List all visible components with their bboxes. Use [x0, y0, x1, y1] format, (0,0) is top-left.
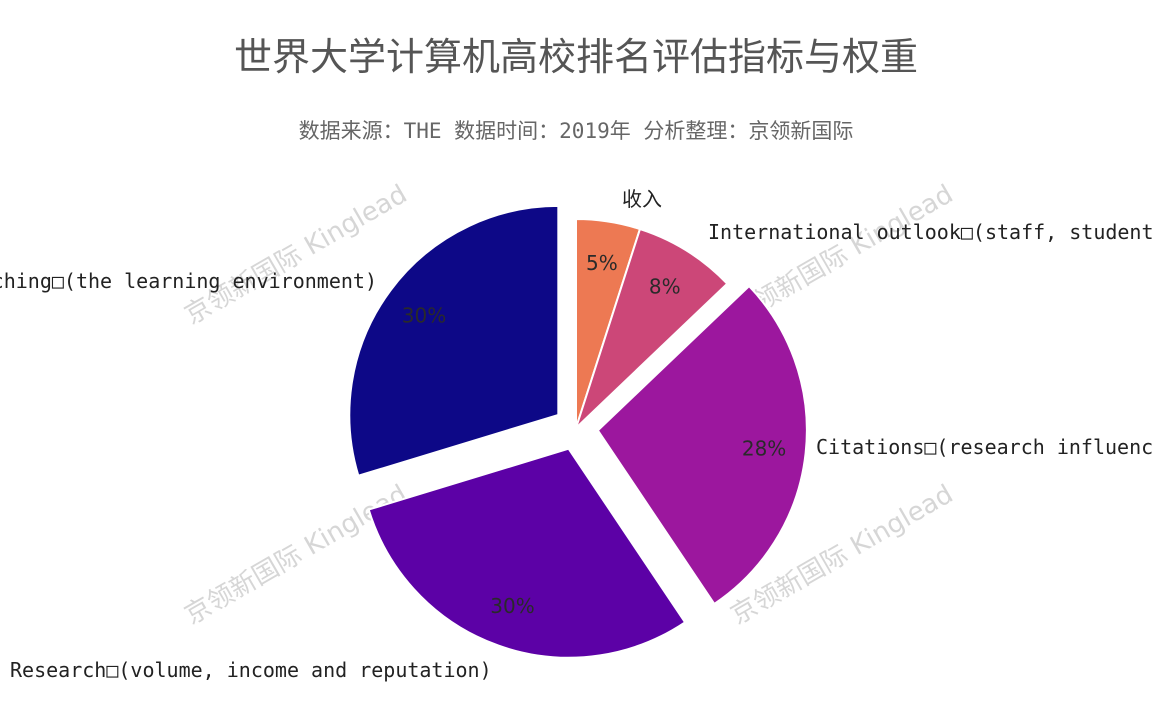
slice-category-label: International outlook□(staff, students, … [708, 220, 1152, 244]
slice-percent-label: 30% [490, 594, 534, 618]
slice-percent-label: 5% [586, 251, 618, 275]
slice-category-label: Research□(volume, income and reputation) [10, 658, 492, 682]
watermark-text: 京领新国际 Kinglead [180, 179, 413, 331]
pie-slice [367, 447, 687, 659]
chart-title: 世界大学计算机高校排名评估指标与权重 [234, 35, 918, 79]
pie-slice [575, 227, 729, 429]
slice-percent-label: 30% [402, 303, 446, 327]
pie-slices [348, 204, 808, 659]
percent-labels: 5% 8% 28% 30% 30% [402, 251, 787, 618]
pie-slice [596, 284, 808, 606]
slice-percent-label: 28% [742, 437, 786, 461]
slice-category-label: Teaching□(the learning environment) [0, 269, 377, 293]
slice-category-label: 收入 [622, 187, 662, 211]
pie-slice [348, 204, 560, 478]
chart-subtitle: 数据来源：THE 数据时间：2019年 分析整理：京领新国际 [299, 119, 854, 143]
slice-percent-label: 8% [649, 274, 681, 298]
slice-labels: 收入 International outlook□(staff, students… [0, 187, 1152, 682]
slice-category-label: Citations□(research influence) [816, 435, 1152, 459]
watermark-text: 京领新国际 Kinglead [180, 479, 413, 631]
